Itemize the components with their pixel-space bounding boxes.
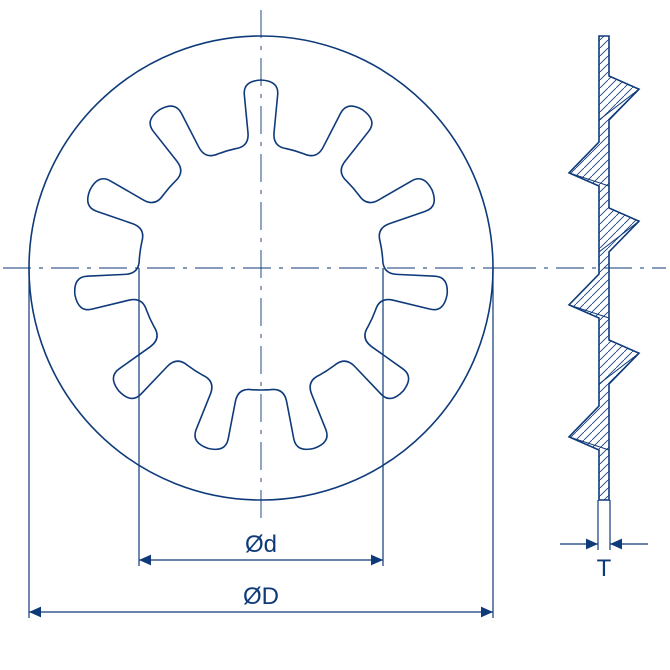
dim-label: ØD [243, 583, 279, 610]
arrowhead [371, 555, 383, 566]
dim-label: T [597, 555, 612, 582]
side-view [508, 36, 666, 500]
arrowhead [139, 555, 151, 566]
dim-label: Ød [245, 531, 277, 558]
arrowhead [586, 539, 598, 550]
arrowhead [481, 607, 493, 618]
arrowhead [610, 539, 622, 550]
arrowhead [29, 607, 41, 618]
